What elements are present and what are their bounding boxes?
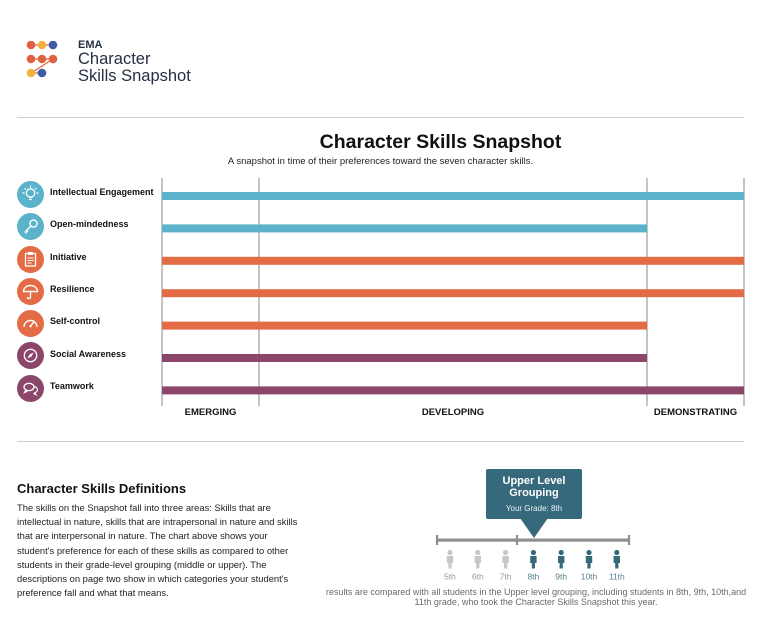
student-icon: [585, 556, 593, 569]
student-icon: [503, 549, 509, 556]
key-icon: [17, 213, 44, 240]
grouping-title: Upper Level Grouping: [502, 475, 566, 499]
skill-label-open-mindedness: Open-mindedness: [50, 219, 129, 229]
student-icon: [447, 549, 453, 556]
grouping-callout: Upper Level Grouping Your Grade: 8th: [486, 469, 582, 519]
logo-dot: [48, 41, 58, 50]
grade-tick: [515, 535, 519, 545]
skill-label-initiative: Initiative: [50, 252, 87, 262]
chart-title: Character Skills Snapshot: [319, 131, 562, 153]
clipboard-icon: [17, 246, 44, 273]
skill-label-resilience: Resilience: [50, 284, 95, 294]
your-grade-label: Your Grade: 8th: [505, 504, 563, 513]
skill-label-intellectual-engagement: Intellectual Engagement: [50, 187, 154, 197]
category-label: DEVELOPING: [422, 407, 484, 418]
student-icon: [530, 549, 536, 556]
grade-scale: 5th 6th 7th 8th 9th 10th 11th: [435, 535, 631, 582]
student-icon: [475, 549, 481, 556]
grade-label: 5th: [444, 572, 456, 582]
definitions-title: Character Skills Definitions: [17, 481, 187, 496]
grade-label: 8th: [527, 572, 539, 582]
grade-label: 9th: [555, 572, 567, 582]
student-icon: [446, 556, 454, 569]
grade-label: 10th: [581, 572, 598, 582]
grade-tick: [435, 535, 439, 545]
chat-bubbles-icon: [17, 375, 44, 402]
logo-dot: [37, 68, 47, 78]
student-icon: [558, 549, 564, 556]
logo-title-line1: Character: [78, 50, 151, 68]
skill-bar: [162, 354, 647, 362]
student-icon: [558, 556, 565, 569]
logo-dot: [26, 68, 36, 78]
lightbulb-icon: [17, 181, 44, 208]
category-label: EMERGING: [185, 407, 237, 418]
top-divider: [17, 117, 744, 118]
student-icon: [474, 556, 481, 569]
student-icon: [614, 549, 620, 556]
grade-label: 6th: [472, 572, 484, 582]
logo-dot: [48, 54, 58, 64]
student-icon: [502, 556, 509, 569]
app-logo: EMA Character Skills Snapshot: [26, 38, 226, 88]
middle-divider: [17, 441, 744, 442]
grade-label: 7th: [500, 572, 512, 582]
skill-bar: [162, 192, 744, 200]
logo-dot: [26, 41, 36, 50]
logo-title-line2: Skills Snapshot: [78, 67, 191, 85]
logo-abbr: EMA: [78, 39, 103, 51]
skill-label-self-control: Self-control: [50, 316, 101, 326]
grade-label: 11th: [609, 572, 625, 582]
skill-bar: [162, 256, 744, 265]
student-icon: [586, 549, 592, 556]
grade-track: [437, 538, 629, 542]
umbrella-icon: [17, 278, 44, 305]
grouping-footnote: results are compared with all students i…: [325, 587, 747, 607]
definitions-body: The skills on the Snapshot fall into thr…: [17, 502, 298, 599]
logo-dot: [37, 54, 47, 64]
gauge-icon: [17, 310, 44, 337]
skill-bar: [162, 321, 647, 330]
skills-bar-chart: EMERGING DEVELOPING DEMONSTRATING: [161, 178, 745, 418]
logo-dot: [26, 54, 36, 64]
grade-tick: [627, 535, 631, 545]
skill-bar: [162, 224, 647, 233]
category-label: DEMONSTRATING: [654, 407, 737, 418]
grouping-pointer: [520, 518, 548, 538]
skill-bar: [162, 289, 744, 298]
student-icon: [530, 556, 537, 569]
logo-dots-icon: [26, 41, 58, 78]
skill-label-social-awareness: Social Awareness: [50, 349, 127, 359]
chart-subtitle: A snapshot in time of their preferences …: [227, 156, 534, 167]
skill-bar: [162, 386, 744, 395]
student-icon: [613, 556, 620, 569]
compass-icon: [17, 342, 44, 369]
logo-dot: [37, 41, 47, 50]
skill-label-teamwork: Teamwork: [50, 381, 94, 391]
